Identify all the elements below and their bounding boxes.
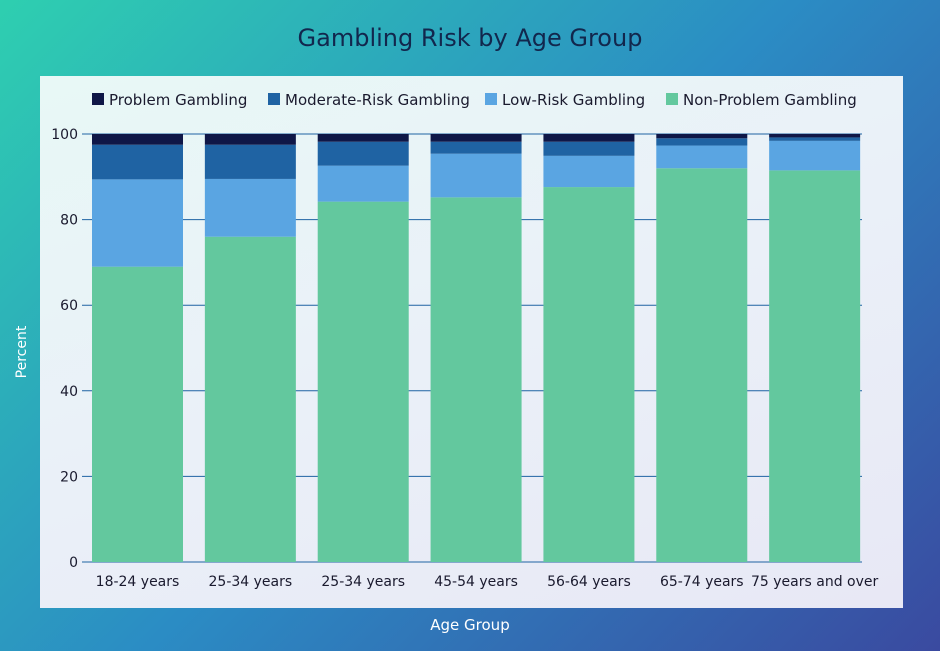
bar-segment [317,141,409,166]
bar-segment [204,178,296,237]
bars [92,134,861,563]
legend-label: Moderate-Risk Gambling [285,91,470,109]
legend-label: Problem Gambling [109,91,247,109]
legend-item: Problem Gambling [92,91,247,109]
bar-segment [317,134,409,142]
bar-segment [430,141,522,154]
bar-segment [92,179,183,267]
bar-segment [656,145,748,169]
legend-swatch [485,93,497,105]
x-axis-label: Age Group [430,616,510,634]
x-tick-label: 45-54 years [434,574,518,590]
bar-segment [656,138,748,146]
x-axis-ticks: 18-24 years 25-34 years 25-34 years 45-54 y… [96,574,879,590]
legend-label: Non-Problem Gambling [683,91,857,109]
bar-segment [769,140,861,171]
legend-swatch [268,93,280,105]
legend-item: Low-Risk Gambling [485,91,645,109]
bar-segment [769,134,861,138]
bar-segment [543,134,635,142]
y-tick-label: 0 [69,555,78,571]
y-tick-label: 80 [60,213,78,229]
bar-segment [317,201,409,562]
bar-segment [204,134,296,145]
bar-segment [317,165,409,202]
x-tick-label: 18-24 years [96,574,180,590]
bar-segment [92,266,183,562]
bar-segment [204,144,296,179]
legend: Problem Gambling Moderate-Risk Gambling Lo… [92,91,857,109]
y-tick-label: 100 [51,127,78,143]
bar-segment [430,197,522,562]
bar-segment [92,144,183,180]
x-tick-label: 25-34 years [321,574,405,590]
bar-segment [656,134,748,139]
y-tick-label: 20 [60,469,78,485]
bar-segment [543,141,635,156]
bar-segment [204,236,296,562]
x-tick-label: 65-74 years [660,574,744,590]
x-tick-label: 75 years and over [751,574,878,590]
legend-label: Low-Risk Gambling [502,91,645,109]
y-tick-label: 60 [60,298,78,314]
legend-swatch [666,93,678,105]
bar-segment [769,137,861,141]
y-tick-label: 40 [60,384,78,400]
bar-segment [430,153,522,198]
bar-segment [543,187,635,562]
bar-segment [92,134,183,145]
legend-swatch [92,93,104,105]
x-tick-label: 56-64 years [547,574,631,590]
chart-title: Gambling Risk by Age Group [297,24,643,52]
bar-segment [769,170,861,562]
x-tick-label: 25-34 years [209,574,293,590]
legend-item: Non-Problem Gambling [666,91,857,109]
bar-segment [430,134,522,142]
legend-item: Moderate-Risk Gambling [268,91,470,109]
y-axis-ticks: 0 20 40 60 80 100 [51,127,78,571]
bar-segment [543,155,635,188]
bar-segment [656,168,748,563]
